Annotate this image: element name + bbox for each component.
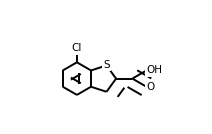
Text: OH: OH [146, 66, 162, 75]
Text: S: S [103, 60, 110, 70]
Text: O: O [146, 82, 155, 92]
Text: Cl: Cl [72, 43, 82, 53]
